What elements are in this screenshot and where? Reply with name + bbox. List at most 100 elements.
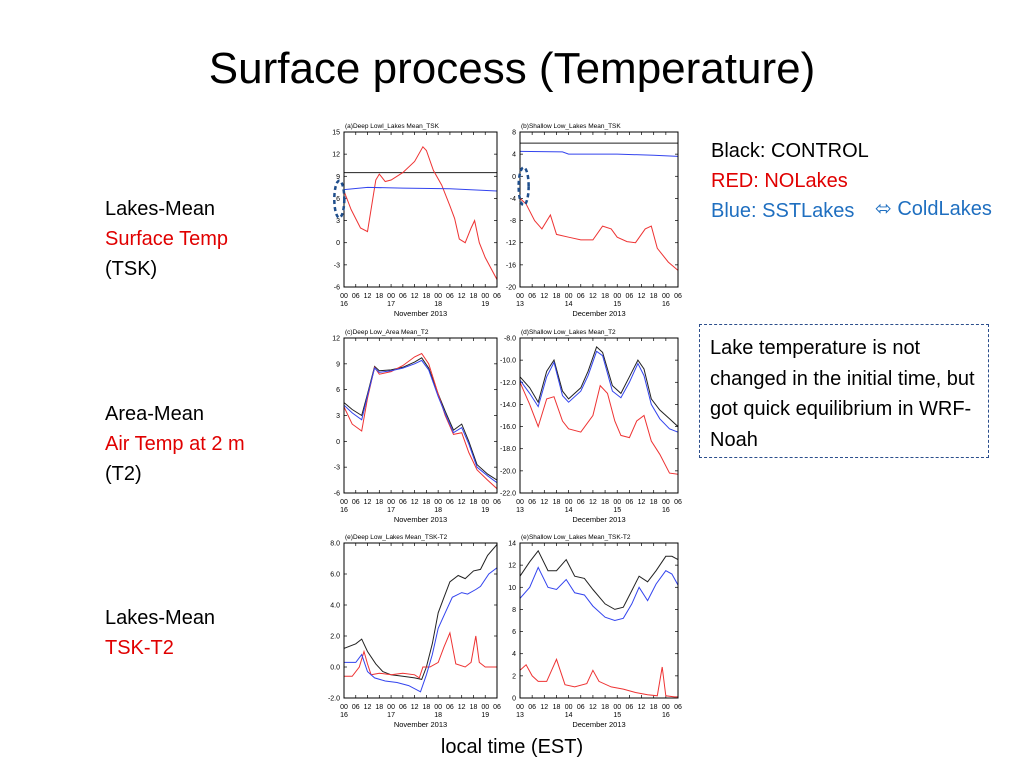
series-line-sstlakes xyxy=(520,150,678,157)
x-tick-hour: 12 xyxy=(540,293,548,300)
highlight-marker xyxy=(517,166,530,207)
plot-frame xyxy=(343,131,498,288)
note-box: Lake temperature is not changed in the i… xyxy=(699,324,989,458)
row-label-tsk-t2: Lakes-Mean TSK-T2 xyxy=(105,603,215,663)
x-tick-hour: 18 xyxy=(553,704,561,711)
x-tick-hour: 12 xyxy=(589,499,597,506)
row-label-t2: Area-Mean Air Temp at 2 m (T2) xyxy=(105,399,245,489)
x-tick-hour: 18 xyxy=(553,293,561,300)
x-tick-day: 15 xyxy=(613,301,621,308)
y-tick-label: -10.0 xyxy=(500,358,516,365)
x-tick-hour: 06 xyxy=(352,293,360,300)
double-arrow-icon: ⬄ xyxy=(875,198,892,220)
x-tick-hour: 12 xyxy=(540,499,548,506)
y-tick-label: 2.0 xyxy=(330,634,340,641)
x-tick-day: 19 xyxy=(481,301,489,308)
x-tick-day: 14 xyxy=(565,712,573,719)
x-tick-day: 15 xyxy=(613,507,621,514)
x-tick-hour: 00 xyxy=(481,499,489,506)
x-tick-hour: 00 xyxy=(387,293,395,300)
panel-title: (e)Shallow Low_Lakes Mean_TSK-T2 xyxy=(521,534,631,541)
x-tick-hour: 06 xyxy=(674,704,682,711)
panel-title: (e)Deep Low_Lakes Mean_TSK-T2 xyxy=(345,534,448,541)
y-tick-label: -16.0 xyxy=(500,424,516,431)
x-tick-hour: 06 xyxy=(528,704,536,711)
x-tick-hour: 06 xyxy=(577,704,585,711)
x-tick-hour: 12 xyxy=(364,704,372,711)
x-tick-day: 18 xyxy=(434,507,442,514)
legend-nolakes: RED: NOLakes xyxy=(711,170,848,192)
x-tick-hour: 06 xyxy=(446,704,454,711)
x-tick-day: 13 xyxy=(516,507,524,514)
x-tick-hour: 18 xyxy=(422,499,430,506)
x-tick-hour: 12 xyxy=(638,293,646,300)
series-line-nolakes xyxy=(344,145,497,280)
x-tick-hour: 12 xyxy=(364,499,372,506)
y-tick-label: -6 xyxy=(334,285,340,292)
row-label-line2: TSK-T2 xyxy=(105,637,174,659)
x-tick-hour: 06 xyxy=(446,293,454,300)
x-tick-hour: 12 xyxy=(638,499,646,506)
x-tick-hour: 12 xyxy=(638,704,646,711)
y-tick-label: -3 xyxy=(334,262,340,269)
series-line-sstlakes xyxy=(344,186,497,192)
panel-xlabel: November 2013 xyxy=(394,720,447,729)
x-tick-hour: 06 xyxy=(399,293,407,300)
x-tick-hour: 00 xyxy=(434,499,442,506)
row-label-line3: (T2) xyxy=(105,463,142,485)
series-line-nolakes xyxy=(520,198,678,271)
panel-title: (d)Shallow Low_Lakes Mean_T2 xyxy=(521,329,616,336)
x-tick-hour: 00 xyxy=(516,704,524,711)
series-line-control xyxy=(344,357,497,481)
y-tick-label: -4 xyxy=(510,196,516,203)
y-tick-label: 6 xyxy=(336,387,340,394)
x-tick-hour: 12 xyxy=(364,293,372,300)
series-line-nolakes xyxy=(344,352,497,490)
row-label-line1: Area-Mean xyxy=(105,403,204,425)
x-tick-day: 16 xyxy=(662,712,670,719)
x-tick-hour: 00 xyxy=(434,293,442,300)
x-tick-hour: 00 xyxy=(481,704,489,711)
x-tick-hour: 12 xyxy=(540,704,548,711)
x-tick-hour: 18 xyxy=(650,704,658,711)
x-tick-hour: 06 xyxy=(399,499,407,506)
y-tick-label: 8 xyxy=(512,130,516,137)
legend-control: Black: CONTROL xyxy=(711,140,869,162)
x-tick-hour: 18 xyxy=(470,293,478,300)
panel-xlabel: December 2013 xyxy=(572,720,625,729)
series-line-nolakes xyxy=(520,382,678,475)
x-tick-hour: 12 xyxy=(458,293,466,300)
x-tick-day: 13 xyxy=(516,301,524,308)
y-tick-label: 12 xyxy=(508,563,516,570)
panel-xlabel: December 2013 xyxy=(572,309,625,318)
panel-title: (c)Deep Low_Area Mean_T2 xyxy=(345,329,429,336)
panel-xlabel: December 2013 xyxy=(572,515,625,524)
x-tick-hour: 18 xyxy=(422,704,430,711)
panel-title: (b)Shallow Low_Lakes Mean_TSK xyxy=(521,123,621,130)
plot-frame xyxy=(343,337,498,494)
x-tick-day: 18 xyxy=(434,301,442,308)
x-tick-hour: 12 xyxy=(411,293,419,300)
row-label-line2: Surface Temp xyxy=(105,228,229,250)
x-tick-day: 19 xyxy=(481,507,489,514)
x-tick-hour: 00 xyxy=(340,499,348,506)
x-tick-hour: 06 xyxy=(528,499,536,506)
legend-coldlakes: ⬄ ColdLakes xyxy=(875,196,992,221)
y-tick-label: -16 xyxy=(506,262,516,269)
y-tick-label: -3 xyxy=(334,465,340,472)
x-tick-day: 16 xyxy=(340,301,348,308)
y-tick-label: 9 xyxy=(336,361,340,368)
x-tick-hour: 12 xyxy=(589,704,597,711)
x-tick-hour: 06 xyxy=(674,499,682,506)
y-tick-label: -8.0 xyxy=(504,336,516,343)
x-tick-hour: 06 xyxy=(399,704,407,711)
panel-xlabel: November 2013 xyxy=(394,309,447,318)
y-tick-label: 8.0 xyxy=(330,541,340,548)
y-tick-label: -22.0 xyxy=(500,491,516,498)
plot-frame xyxy=(519,337,679,494)
x-tick-hour: 00 xyxy=(340,704,348,711)
plot-frame xyxy=(519,131,679,288)
plot-frame xyxy=(519,542,679,699)
y-tick-label: 4.0 xyxy=(330,603,340,610)
x-tick-day: 13 xyxy=(516,712,524,719)
